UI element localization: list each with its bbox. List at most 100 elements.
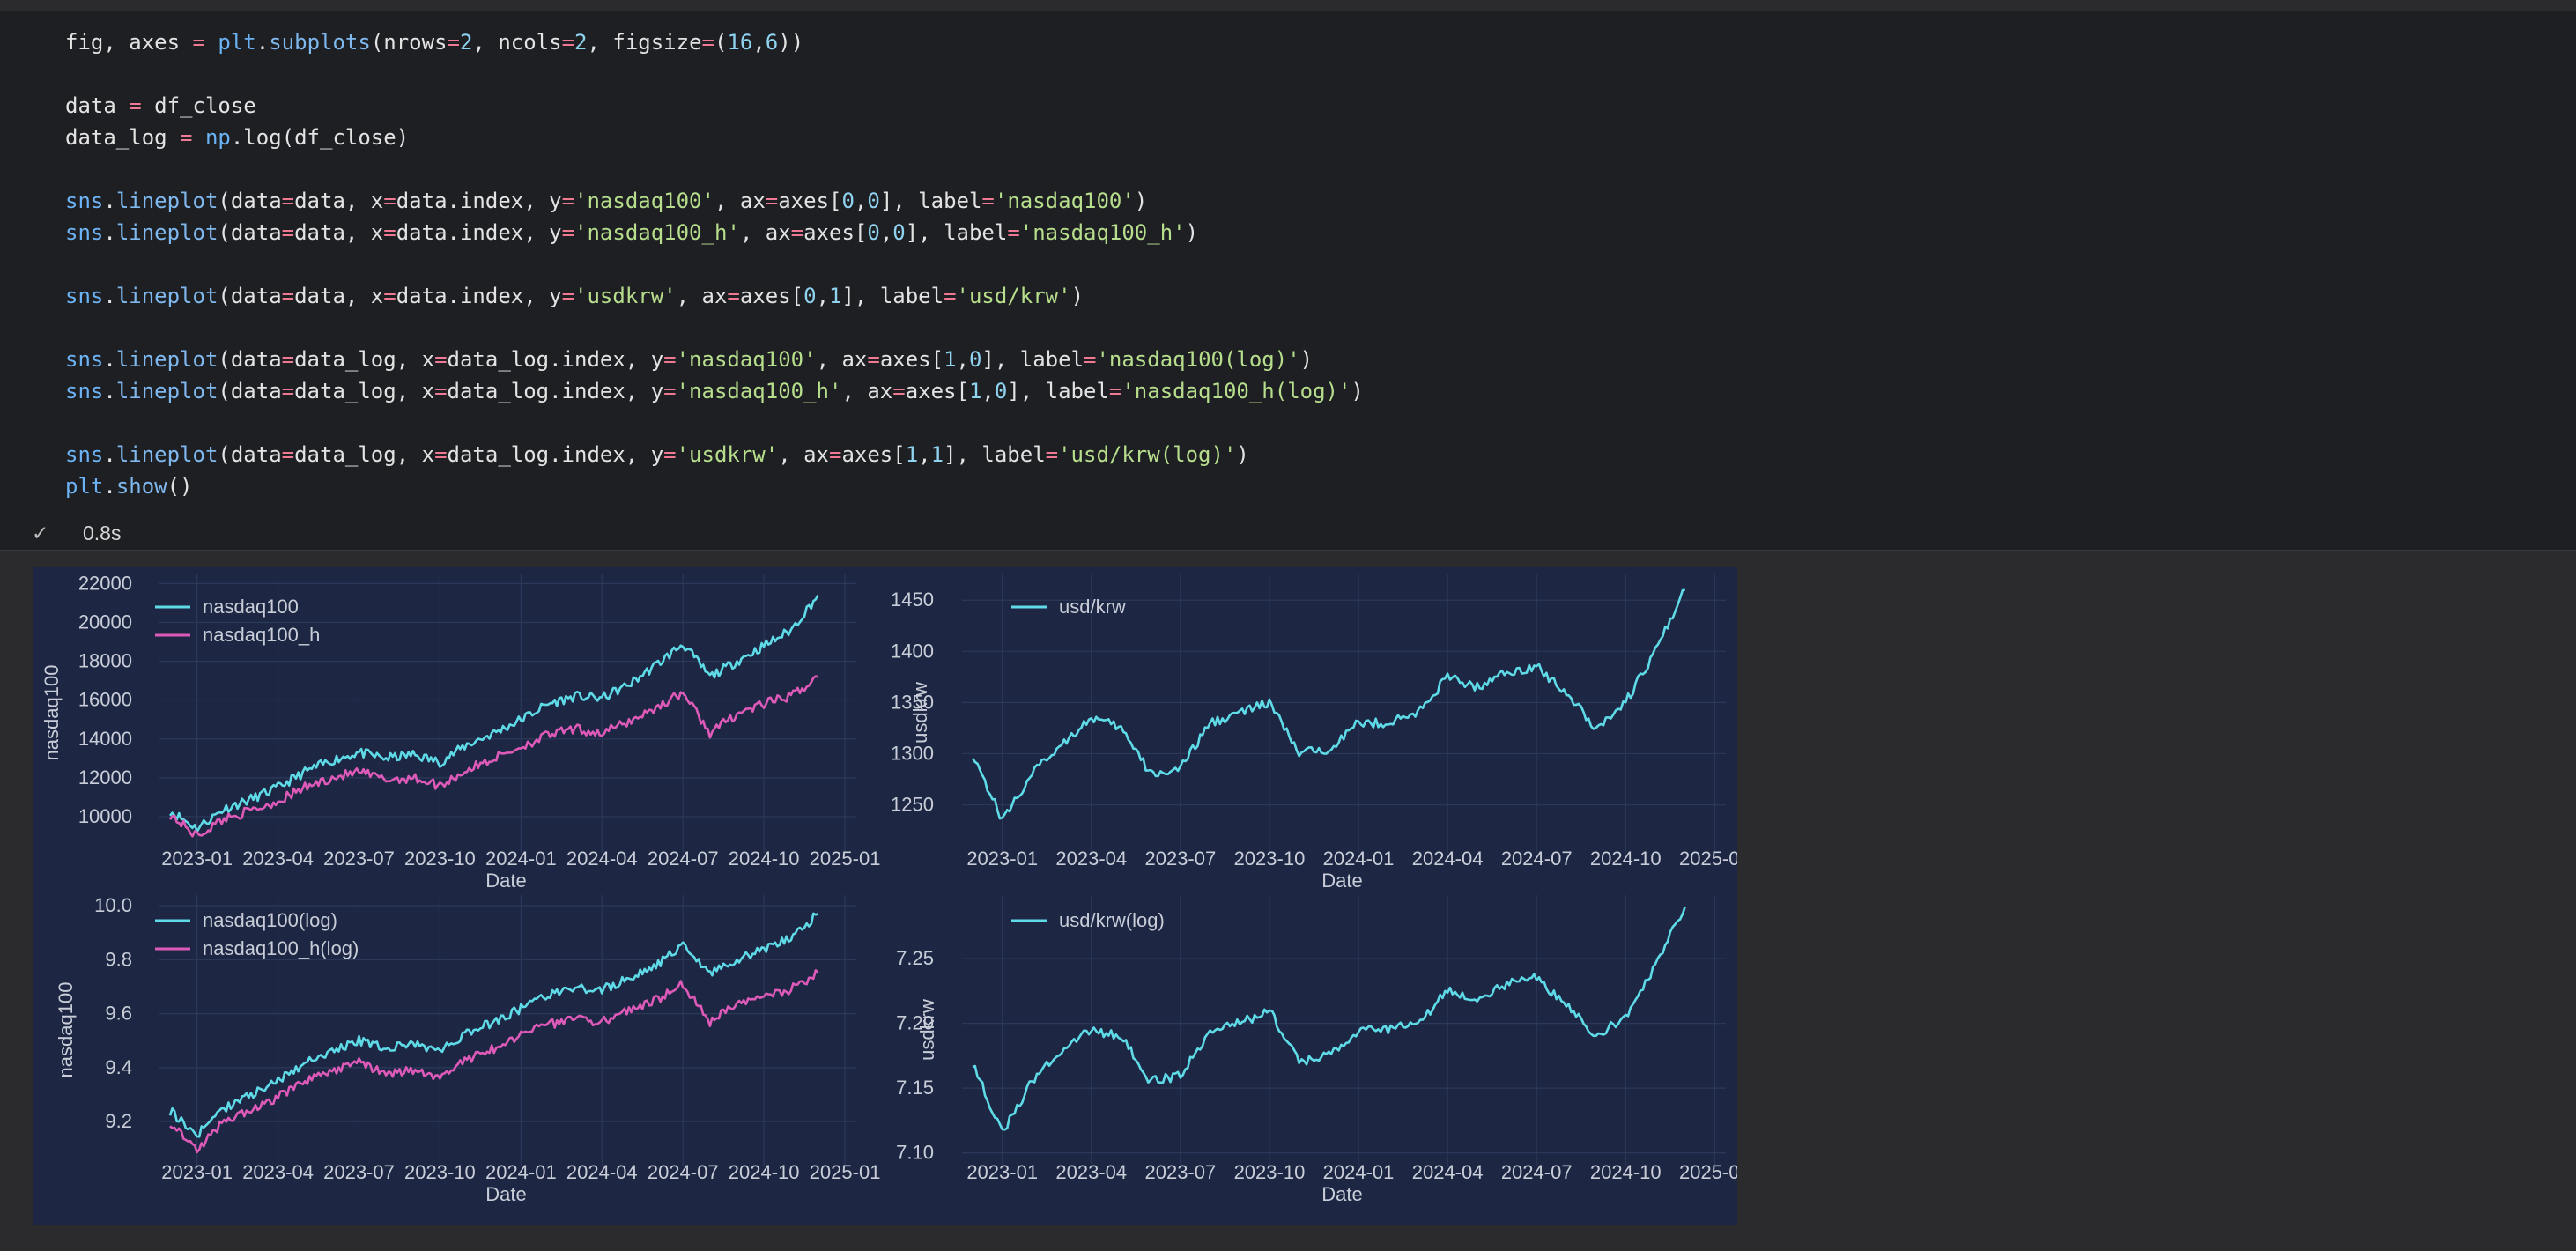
legend-label: usd/krw(log) <box>1059 909 1165 931</box>
code-token: = <box>180 125 193 150</box>
code-token: = <box>192 30 205 55</box>
legend-label: nasdaq100 <box>203 596 299 618</box>
code-token: = <box>281 284 295 308</box>
code-line: sns.lineplot(data=data_log, x=data_log.i… <box>65 344 1364 375</box>
code-token: axes[ <box>905 379 969 403</box>
x-tick-label: 2023-07 <box>1144 1161 1216 1183</box>
code-line: sns.lineplot(data=data_log, x=data_log.i… <box>65 375 1364 407</box>
code-token: ], label <box>981 347 1084 372</box>
code-token: , ax <box>676 284 728 308</box>
code-editor[interactable]: fig, axes = plt.subplots(nrows=2, ncols=… <box>65 26 1364 502</box>
figure: 2023-01 2023-04 2023-07 2023-10 2024-01 2024-… <box>41 572 1751 1205</box>
x-tick-label: 2024-10 <box>1590 1161 1662 1183</box>
code-line <box>65 153 1364 185</box>
y-tick-label: 18000 <box>78 650 132 672</box>
y-tick-label: 7.20 <box>896 1012 934 1034</box>
code-token: axes[ <box>803 220 868 245</box>
code-token: axes[ <box>778 189 842 213</box>
y-tick-label: 14000 <box>78 728 132 750</box>
x-tick-label: 2024-07 <box>1501 848 1573 870</box>
code-token: = <box>829 442 842 467</box>
code-token: , ax <box>739 220 791 245</box>
code-token: lineplot <box>115 284 218 308</box>
x-tick-label: 2025-01 <box>810 848 881 870</box>
y-tick-label: 1350 <box>891 691 934 713</box>
code-token: data_log.index, y <box>447 347 664 372</box>
code-token: 'usdkrw' <box>574 284 677 308</box>
code-token: 0 <box>841 189 855 213</box>
code-token: . <box>255 30 270 55</box>
code-line: sns.lineplot(data=data, x=data.index, y=… <box>65 280 1364 312</box>
code-token: data_log, x <box>294 379 435 403</box>
code-token: (data <box>218 284 282 308</box>
code-token: fig, axes <box>65 30 193 55</box>
code-token: ) <box>1351 379 1364 403</box>
code-token: ], label <box>944 442 1046 467</box>
x-tick-label: 2023-07 <box>1144 848 1216 870</box>
subplot-1: 2023-01 2023-04 2023-07 2023-10 2024-01 2024-… <box>891 574 1751 892</box>
code-token: data_log <box>65 125 181 150</box>
code-token: ], label <box>905 220 1008 245</box>
x-tick-label: 2025-01 <box>1679 848 1737 870</box>
code-token: sns <box>65 442 104 467</box>
code-line <box>65 248 1364 280</box>
y-tick-label: 22000 <box>78 572 132 594</box>
code-token: 0 <box>994 379 1008 403</box>
code-token: , ax <box>714 189 766 213</box>
x-tick-label: 2023-10 <box>1234 1161 1306 1183</box>
code-token: data, x <box>294 284 384 308</box>
code-token: , <box>956 347 969 372</box>
x-axis-label: Date <box>1321 870 1362 892</box>
code-line: sns.lineplot(data=data, x=data.index, y=… <box>65 185 1364 217</box>
code-token: ) <box>1134 189 1148 213</box>
code-token: = <box>383 284 396 308</box>
code-token: = <box>663 442 677 467</box>
code-token: 0 <box>968 347 982 372</box>
code-token: 1 <box>944 347 957 372</box>
code-token: = <box>561 220 575 245</box>
code-token: , ncols <box>472 30 562 55</box>
code-token: ], label <box>879 189 982 213</box>
code-token: = <box>561 189 575 213</box>
code-token: = <box>701 30 714 55</box>
x-tick-label: 2023-04 <box>1055 1161 1127 1183</box>
code-token: , <box>918 442 931 467</box>
code-token: 'nasdaq100(log)' <box>1096 347 1300 372</box>
code-token: , <box>879 220 893 245</box>
x-tick-label: 2024-07 <box>648 848 719 870</box>
code-token: (nrows <box>370 30 448 55</box>
code-token: , figsize <box>587 30 702 55</box>
y-tick-label: 9.6 <box>105 1003 132 1025</box>
code-token: 6 <box>765 30 779 55</box>
code-token: 'usd/krw' <box>956 284 1071 308</box>
y-tick-label: 1400 <box>891 640 934 662</box>
code-token: = <box>790 220 804 245</box>
code-token: data_log, x <box>294 442 435 467</box>
y-tick-label: 9.2 <box>105 1110 132 1132</box>
code-token: 'nasdaq100' <box>574 189 714 213</box>
code-token: (data <box>218 189 282 213</box>
x-tick-label: 2023-07 <box>323 1161 395 1183</box>
y-tick-label: 1250 <box>891 794 934 816</box>
code-token: subplots <box>269 30 371 55</box>
code-token: 'nasdaq100_h(log)' <box>1121 379 1351 403</box>
code-line: plt.show() <box>65 470 1364 502</box>
x-tick-label: 2023-01 <box>161 1161 233 1183</box>
code-token: lineplot <box>115 220 218 245</box>
code-token: = <box>1007 220 1020 245</box>
code-token: lineplot <box>115 379 218 403</box>
x-tick-label: 2023-10 <box>1234 848 1306 870</box>
code-cell[interactable]: fig, axes = plt.subplots(nrows=2, ncols=… <box>0 11 2576 551</box>
legend-label: nasdaq100_h(log) <box>203 937 359 959</box>
code-line <box>65 407 1364 439</box>
code-token: = <box>561 284 575 308</box>
code-token: = <box>981 189 995 213</box>
code-token: ) <box>1299 347 1314 372</box>
y-tick-label: 7.25 <box>896 947 934 969</box>
code-token: 'nasdaq100_h' <box>1019 220 1186 245</box>
y-tick-label: 16000 <box>78 689 132 711</box>
x-tick-label: 2023-01 <box>966 1161 1038 1183</box>
series-line <box>168 594 819 833</box>
code-token: , <box>816 284 830 308</box>
code-token: data.index, y <box>396 189 562 213</box>
